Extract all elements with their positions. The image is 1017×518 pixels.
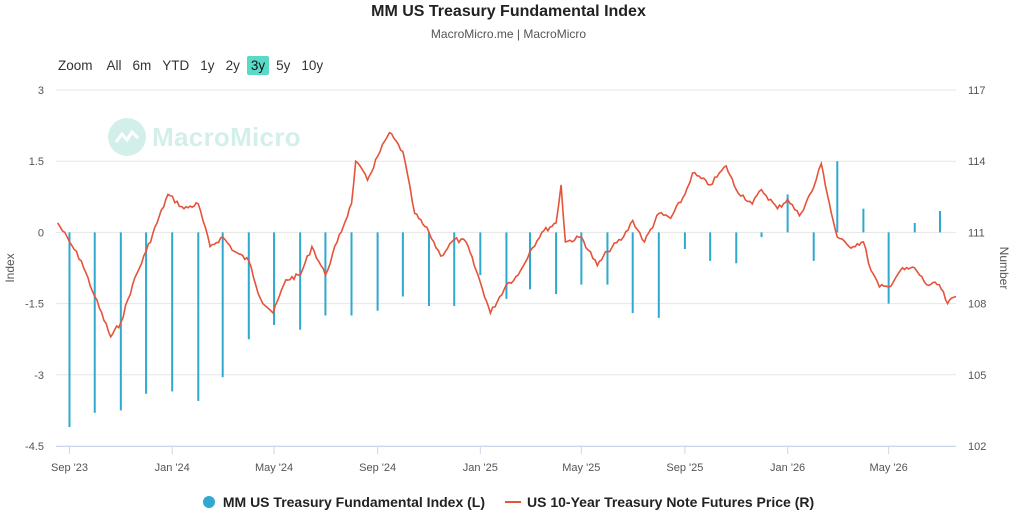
y-right-tick-label: 105 bbox=[968, 370, 986, 382]
index-bar bbox=[836, 161, 839, 233]
y-right-tick-label: 117 bbox=[968, 85, 986, 97]
y-right-tick-label: 108 bbox=[968, 299, 986, 311]
y-right-tick-label: 114 bbox=[968, 156, 986, 168]
x-tick-label: Jan '25 bbox=[463, 462, 498, 474]
zoom-10y-button[interactable]: 10y bbox=[301, 58, 324, 73]
index-bar bbox=[812, 232, 815, 261]
y-left-tick-label: 1.5 bbox=[29, 156, 44, 168]
y-left-tick-label: -3 bbox=[34, 370, 44, 382]
index-bar bbox=[913, 222, 916, 233]
index-bar bbox=[735, 232, 738, 264]
y-left-tick-label: -1.5 bbox=[25, 299, 44, 311]
index-bar bbox=[939, 211, 942, 233]
x-tick-label: Jan '24 bbox=[155, 462, 190, 474]
index-bar bbox=[427, 232, 430, 306]
index-bar bbox=[606, 232, 609, 285]
index-bar bbox=[479, 232, 482, 276]
zoom-1y-button[interactable]: 1y bbox=[200, 58, 215, 73]
y-right-tick-label: 111 bbox=[968, 227, 985, 239]
index-bar bbox=[247, 232, 250, 340]
legend-dot-icon bbox=[202, 496, 215, 508]
index-bar bbox=[555, 232, 558, 295]
index-bar bbox=[145, 232, 148, 394]
index-bars bbox=[68, 161, 942, 428]
x-tick-label: May '26 bbox=[870, 462, 908, 474]
index-bar bbox=[862, 208, 865, 233]
index-bar bbox=[786, 194, 789, 233]
x-tick-label: Sep '25 bbox=[666, 462, 703, 474]
legend-item-index[interactable]: MM US Treasury Fundamental Index (L) bbox=[202, 494, 486, 510]
x-tick-label: Jan '26 bbox=[770, 462, 805, 474]
y-right-tick-label: 102 bbox=[968, 441, 986, 453]
index-bar bbox=[68, 232, 71, 428]
futures-price-line bbox=[57, 131, 957, 339]
index-bar bbox=[528, 232, 531, 290]
zoom-3y-button[interactable]: 3y bbox=[246, 56, 270, 75]
x-tick-label: Sep '24 bbox=[359, 462, 396, 474]
watermark-text: MacroMicro bbox=[152, 121, 301, 152]
x-tick-label: Sep '23 bbox=[51, 462, 88, 474]
index-bar bbox=[350, 232, 353, 316]
zoom-label: Zoom bbox=[58, 58, 93, 73]
chart-subtitle: MacroMicro.me | MacroMicro bbox=[430, 27, 587, 41]
legend-label-futures: US 10-Year Treasury Note Futures Price (… bbox=[527, 494, 815, 510]
index-bar bbox=[709, 232, 712, 261]
index-bar bbox=[683, 232, 686, 250]
legend-item-futures[interactable]: US 10-Year Treasury Note Futures Price (… bbox=[505, 494, 814, 510]
index-bar bbox=[631, 232, 634, 314]
legend-label-index: MM US Treasury Fundamental Index (L) bbox=[222, 494, 486, 510]
index-bar bbox=[401, 232, 404, 297]
index-bar bbox=[580, 232, 583, 285]
x-tick-label: May '25 bbox=[562, 462, 600, 474]
legend: MM US Treasury Fundamental Index (L) US … bbox=[0, 494, 1017, 510]
legend-line-icon bbox=[505, 501, 522, 503]
watermark-logo: MacroMicro bbox=[108, 118, 301, 156]
zoom-selector: Zoom All 6m YTD 1y 2y 3y 5y 10y bbox=[56, 56, 330, 75]
index-bar bbox=[299, 232, 302, 330]
index-bar bbox=[376, 232, 379, 311]
index-bar bbox=[505, 232, 508, 299]
y-axis-left-title: Index bbox=[3, 253, 17, 282]
zoom-6m-button[interactable]: 6m bbox=[132, 58, 152, 73]
y-left-tick-label: -4.5 bbox=[25, 441, 44, 453]
zoom-ytd-button[interactable]: YTD bbox=[162, 58, 190, 73]
zoom-2y-button[interactable]: 2y bbox=[225, 58, 240, 73]
index-bar bbox=[221, 232, 224, 378]
axes: 3 1.5 0 -1.5 -3 -4.5 117 114 111 108 105 102 Sep '23… bbox=[25, 85, 986, 474]
index-bar bbox=[93, 232, 96, 413]
zoom-5y-button[interactable]: 5y bbox=[276, 58, 291, 73]
index-bar bbox=[273, 232, 276, 325]
y-axis-right-title: Number bbox=[997, 247, 1011, 290]
index-bar bbox=[171, 232, 174, 392]
chart-title: MM US Treasury Fundamental Index bbox=[371, 3, 646, 20]
index-bar bbox=[453, 232, 456, 306]
y-left-tick-label: 3 bbox=[38, 85, 44, 97]
zoom-all-button[interactable]: All bbox=[106, 58, 122, 73]
index-bar bbox=[197, 232, 200, 401]
x-tick-label: May '24 bbox=[255, 462, 293, 474]
index-bar bbox=[887, 232, 890, 304]
macromicro-logo-icon bbox=[108, 118, 146, 156]
index-bar bbox=[760, 232, 763, 238]
y-left-tick-label: 0 bbox=[38, 227, 44, 239]
index-bar bbox=[657, 232, 660, 318]
